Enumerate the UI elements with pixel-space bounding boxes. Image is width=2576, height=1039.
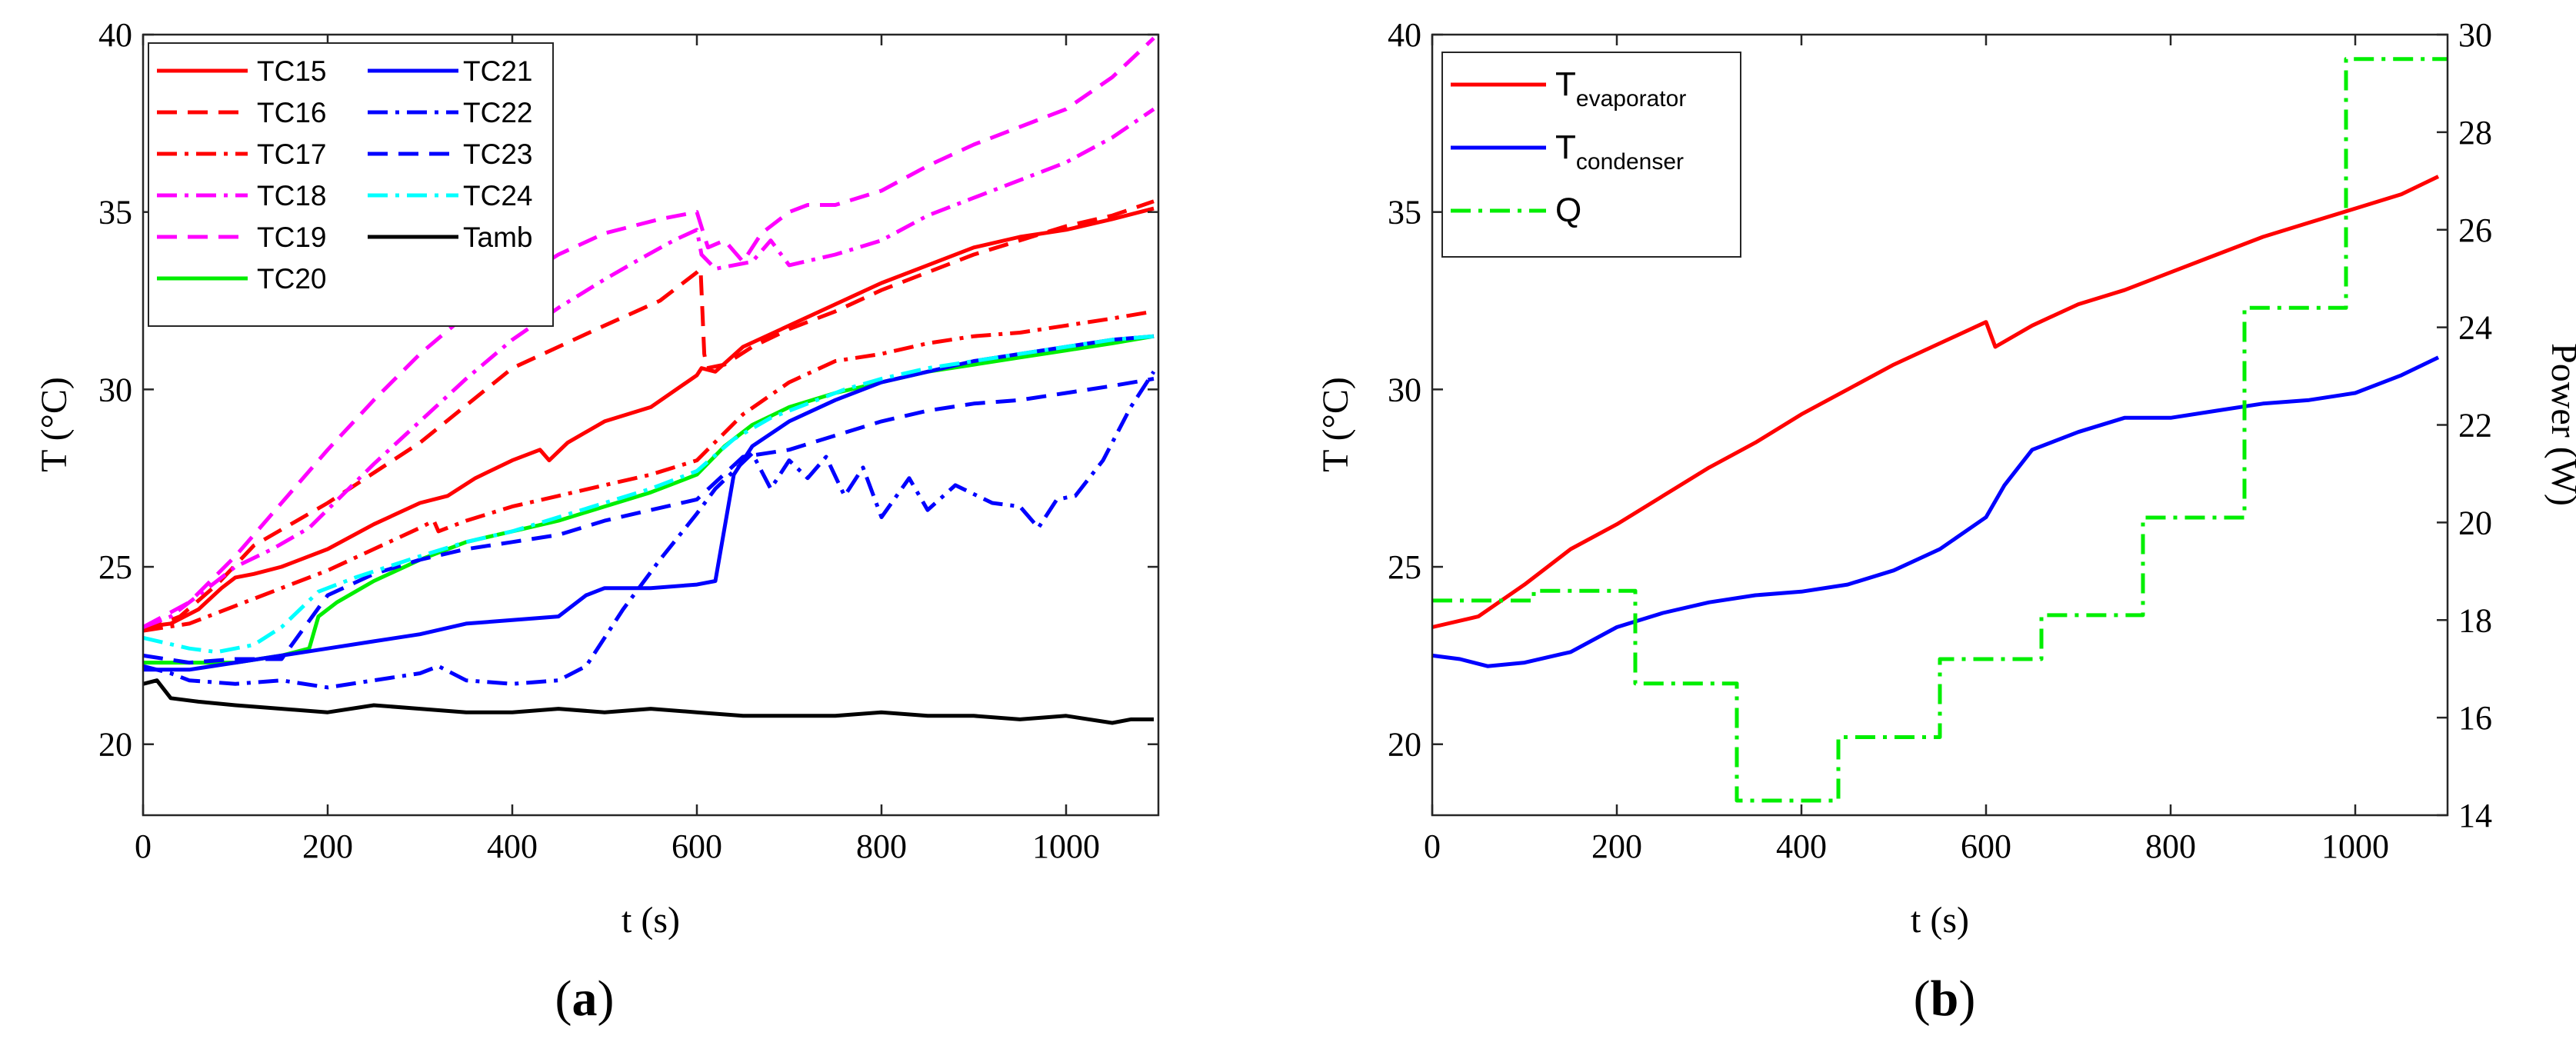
panel-a-ylabel: T (°C): [34, 377, 75, 472]
x-tick-label: 800: [856, 828, 907, 865]
x-tick-label: 0: [1424, 828, 1441, 865]
x-tick-label: 600: [671, 828, 722, 865]
panel-a-x-ticks: 0 200 400 600 800 1000: [135, 35, 1100, 865]
x-tick-label: 1000: [2321, 828, 2389, 865]
panel-a-series: [142, 36, 1156, 725]
legend-label: TC16: [257, 97, 326, 128]
panel-b-series-t-evaporator: [1431, 175, 2440, 629]
panel-a-series-tc22: [142, 370, 1156, 690]
x-tick-label: 0: [135, 828, 152, 865]
legend-label: Tamb: [463, 221, 532, 253]
y-tick-label: 35: [98, 194, 132, 231]
legend-label: TC18: [257, 180, 326, 211]
legend-label: TC17: [257, 138, 326, 170]
y-tick-label: 25: [1388, 548, 1421, 586]
x-tick-label: 600: [1961, 828, 2011, 865]
panel-a-series-tc18: [142, 107, 1155, 629]
x-tick-label: 400: [487, 828, 538, 865]
right-y-tick-label: 26: [2458, 211, 2492, 249]
panel-a-axes-box: [142, 33, 1160, 817]
x-tick-label: 400: [1776, 828, 1827, 865]
y-tick-label: 40: [98, 16, 132, 54]
panel-b-y-ticks: 20 25 30 35 40: [1388, 16, 1443, 764]
legend-label: TC24: [463, 180, 532, 211]
panel-b: 0 200 400 600 800 1000 20 25 30 35 40 14 16 18 20 22 2…: [1315, 16, 2576, 1027]
legend-label: TC23: [463, 138, 532, 170]
panel-a-series-tc23: [142, 377, 1155, 665]
legend-label: TC15: [257, 55, 326, 87]
right-y-tick-label: 24: [2458, 309, 2492, 347]
panel-a-series-tc15: [142, 206, 1155, 629]
legend-label: TC22: [463, 97, 532, 128]
panel-b-right-y-ticks: 14 16 18 20 22 24 26 28 30: [2437, 16, 2492, 834]
panel-a-series-tc20: [143, 334, 1155, 665]
panel-b-series-t-condenser: [1431, 355, 2440, 668]
legend-label: Q: [1555, 191, 1581, 229]
panel-b-x-ticks: 0 200 400 600 800 1000: [1424, 35, 2389, 865]
y-tick-label: 20: [98, 726, 132, 764]
panel-a-series-tc17: [142, 309, 1155, 633]
panel-a-legend: TC15 TC16 TC17 TC18 TC19 TC20 TC21 TC22 TC23 TC24…: [148, 42, 554, 327]
panel-b-xlabel: t (s): [1911, 900, 1969, 941]
panel-a-series-tc24: [142, 334, 1155, 654]
panel-a-series-tc21: [143, 334, 1155, 672]
panel-b-ylabel-right: Power (W): [2544, 343, 2576, 506]
right-y-tick-label: 20: [2458, 504, 2492, 541]
legend-label: Tcondenser: [1555, 128, 1684, 175]
y-tick-label: 20: [1388, 726, 1421, 764]
panel-a-label: (a): [555, 971, 615, 1027]
y-tick-label: 30: [1388, 371, 1421, 408]
right-y-tick-label: 16: [2458, 699, 2492, 737]
legend-label: TC20: [257, 263, 326, 295]
panel-a-xlabel: t (s): [622, 900, 680, 941]
panel-a-series-tc19: [142, 36, 1155, 629]
right-y-tick-label: 18: [2458, 601, 2492, 639]
y-tick-label: 30: [98, 371, 132, 408]
y-tick-label: 25: [98, 548, 132, 586]
right-y-tick-label: 14: [2458, 797, 2492, 834]
right-y-tick-label: 30: [2458, 16, 2492, 54]
right-y-tick-label: 22: [2458, 407, 2492, 445]
legend-label: Tevaporator: [1555, 65, 1686, 112]
panel-a-series-tc16: [142, 199, 1155, 633]
panel-a-y-ticks: 20 25 30 35 40: [98, 16, 1158, 764]
panel-b-series: [1431, 57, 2448, 803]
legend-label: TC19: [257, 221, 326, 253]
panel-a-series-tamb: [142, 678, 1154, 725]
y-tick-label: 40: [1388, 16, 1421, 54]
x-tick-label: 800: [2145, 828, 2196, 865]
y-tick-label: 35: [1388, 194, 1421, 231]
x-tick-label: 200: [1591, 828, 1642, 865]
panel-b-series-q: [1432, 57, 2448, 803]
x-tick-label: 200: [302, 828, 353, 865]
panel-b-label: (b): [1914, 971, 1976, 1027]
panel-b-ylabel: T (°C): [1315, 377, 1356, 472]
x-tick-label: 1000: [1032, 828, 1100, 865]
legend-label: TC21: [463, 55, 532, 87]
panel-a: 0 200 400 600 800 1000 20 25 30 35 40 t (s) T (°C…: [34, 16, 1160, 1027]
right-y-tick-label: 28: [2458, 114, 2492, 152]
panel-b-legend: Tevaporator Tcondenser Q: [1441, 52, 1741, 258]
